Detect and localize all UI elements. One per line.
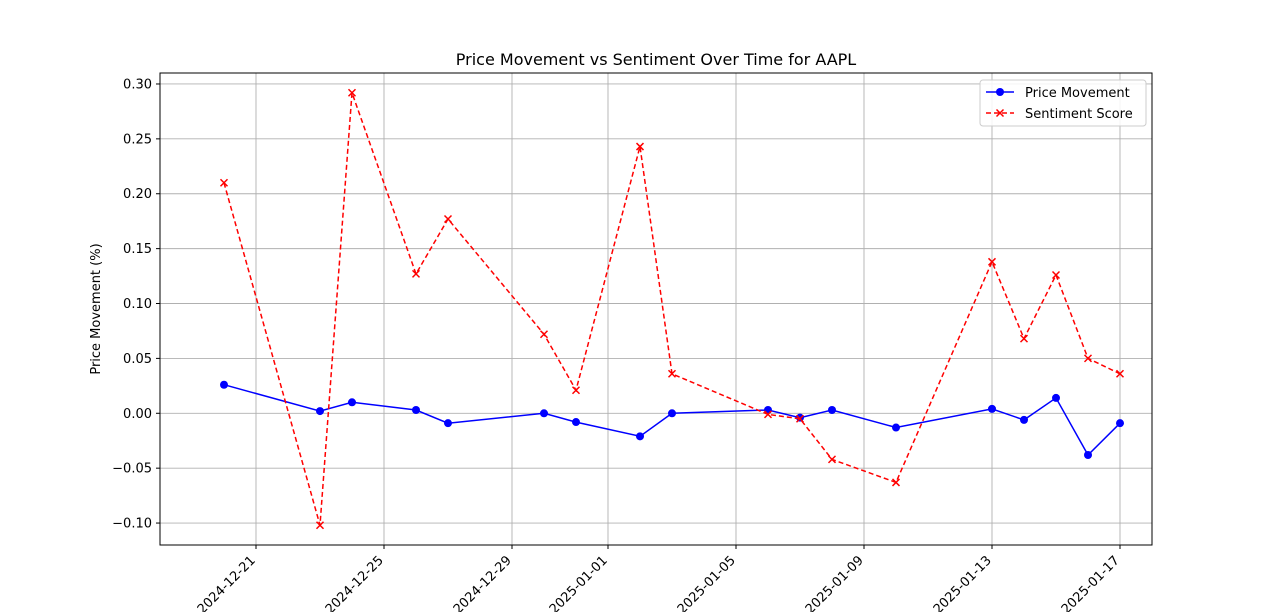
grid [160,73,1152,545]
sentiment-score-point [411,269,421,278]
sentiment-score-point [443,214,453,224]
price-movement-point [636,432,644,441]
price-movement-point [348,398,356,407]
price-movement-point [316,407,324,416]
legend-box [979,79,1147,127]
plot-frame [159,72,1153,546]
y-tick-label: 0.10 [123,297,152,312]
ticks: 2024-12-21 2024-12-25 2024-12-29 2025-01-01… [112,77,1123,612]
legend-label-price: Price Movement [1025,86,1130,101]
y-tick-label: 0.20 [123,187,152,202]
legend-marker-price [996,88,1004,96]
price-movement-point [828,405,836,414]
y-axis-label: Price Movement (%) [89,243,104,374]
sentiment-score-point [1051,270,1061,280]
x-tick-label: 2024-12-29 [451,553,515,612]
price-movement-point [796,413,804,422]
y-tick-label: −0.05 [112,462,152,477]
sentiment-score-point [1083,354,1093,363]
sentiment-score-point [571,386,581,395]
sentiment-score-point [635,142,645,151]
price-movement-point [1052,393,1060,402]
sentiment-score-point [315,521,325,530]
sentiment-score-point [1115,369,1125,378]
sentiment-score-point [1019,334,1029,343]
sentiment-score-point [891,478,901,487]
price-movement-point [444,419,452,428]
x-tick-label: 2025-01-17 [1059,553,1123,612]
x-tick-label: 2024-12-21 [195,553,259,612]
sentiment-score-point [347,88,357,97]
price-movement-point [412,405,420,414]
y-tick-label: 0.30 [123,77,152,92]
legend-marker-sentiment [995,108,1005,118]
y-tick-label: 0.15 [123,242,152,257]
sentiment-score-point [667,369,677,378]
series-line-price-movement [223,383,1121,457]
x-tick-label: 2025-01-01 [547,553,611,612]
price-movement-point [220,380,228,389]
price-movement-point [1116,419,1124,428]
price-movement-point [572,418,580,427]
y-tick-label: 0.00 [123,407,152,422]
x-tick-label: 2025-01-13 [931,553,995,612]
price-movement-point [1084,450,1092,459]
y-tick-label: 0.05 [123,352,152,367]
x-tick-label: 2025-01-05 [675,553,739,612]
sentiment-score-point [795,414,805,423]
price-movement-point [540,409,548,418]
sentiment-score-point [539,330,549,339]
price-movement-point [892,423,900,432]
sentiment-score-point [763,410,773,419]
legend: Price Movement Sentiment Score [979,79,1147,127]
price-movement-point [1020,415,1028,424]
series-line-sentiment-score [223,92,1121,526]
sentiment-score-point [827,455,837,464]
sentiment-score-point [219,178,229,187]
x-tick-label: 2025-01-09 [803,553,867,612]
legend-label-sentiment: Sentiment Score [1025,107,1133,122]
price-movement-point [668,409,676,418]
y-tick-label: 0.25 [123,132,152,147]
y-tick-label: −0.10 [112,517,152,532]
chart-title: Price Movement vs Sentiment Over Time fo… [456,50,857,69]
sentiment-score-point [987,257,997,266]
series-layer [219,88,1125,530]
price-movement-point [988,404,996,413]
x-tick-label: 2024-12-25 [323,553,387,612]
